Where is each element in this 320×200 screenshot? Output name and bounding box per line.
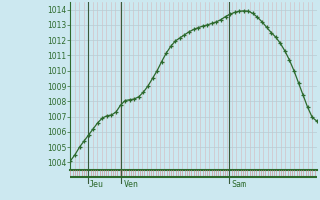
Text: Ven: Ven <box>124 180 138 189</box>
Text: Sam: Sam <box>232 180 247 189</box>
Text: Jeu: Jeu <box>89 180 104 189</box>
